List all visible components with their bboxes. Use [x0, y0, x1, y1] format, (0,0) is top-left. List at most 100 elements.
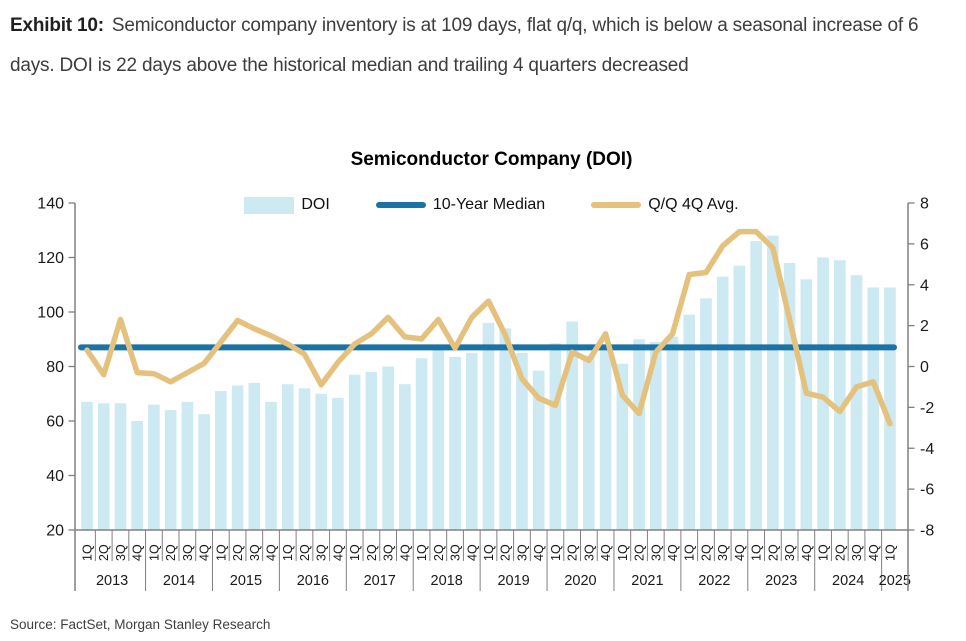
year-label: 2022: [698, 573, 730, 589]
doi-bar: [884, 287, 896, 530]
quarter-label: 2Q: [633, 544, 647, 561]
quarter-label: 2Q: [766, 544, 780, 561]
quarter-label: 4Q: [800, 544, 814, 561]
left-axis-tick-label: 80: [46, 359, 64, 376]
right-axis-tick-label: -2: [920, 400, 934, 417]
quarter-label: 1Q: [348, 544, 362, 561]
quarter-label: 1Q: [81, 544, 95, 561]
quarter-label: 1Q: [616, 544, 630, 561]
year-label: 2021: [631, 573, 663, 589]
qq-avg-line-swatch-icon: [591, 202, 642, 208]
year-label: 2017: [364, 573, 396, 589]
quarter-label: 3Q: [716, 544, 730, 561]
quarter-label: 3Q: [382, 544, 396, 561]
left-axis-tick-label: 120: [37, 250, 64, 267]
doi-bar: [599, 350, 612, 530]
quarter-label: 4Q: [532, 544, 546, 561]
doi-bar: [716, 276, 729, 530]
quarter-label: 3Q: [582, 544, 596, 561]
left-axis-tick-label: 40: [46, 468, 64, 485]
quarter-label: 3Q: [449, 544, 463, 561]
doi-bar: [850, 275, 863, 530]
doi-bar: [800, 279, 813, 530]
doi-bar: [298, 388, 311, 530]
left-axis-tick-label: 140: [37, 196, 64, 213]
doi-bar: [131, 421, 143, 530]
quarter-label: 4Q: [465, 544, 479, 561]
right-axis-tick-label: 6: [920, 236, 929, 253]
qq-avg-line: [84, 228, 893, 427]
quarter-label: 4Q: [131, 544, 145, 561]
doi-bar: [231, 385, 244, 530]
doi-bar: [114, 403, 127, 530]
doi-bar: [649, 341, 662, 530]
doi-bar: [549, 343, 562, 530]
doi-bar: [265, 401, 277, 530]
left-axis-tick-label: 20: [46, 523, 64, 540]
doi-bar: [415, 358, 428, 530]
doi-bar: [499, 328, 512, 530]
doi-bar: [449, 356, 461, 530]
doi-bar: [767, 235, 779, 530]
doi-bar: [465, 352, 478, 530]
doi-bar: [148, 404, 160, 530]
chart-title: Semiconductor Company (DOI): [350, 149, 633, 170]
quarter-label: 2Q: [231, 544, 245, 561]
doi-bar: [733, 265, 746, 530]
quarter-label: 2Q: [499, 544, 513, 561]
quarter-label: 1Q: [549, 544, 563, 561]
doi-bar: [834, 260, 846, 530]
quarter-label: 3Q: [850, 544, 864, 561]
quarter-label: 4Q: [331, 544, 345, 561]
doi-bar: [332, 397, 344, 530]
right-axis-tick-label: 0: [920, 359, 929, 376]
doi-bar: [365, 371, 378, 530]
quarter-label: 1Q: [482, 544, 496, 561]
doi-bar: [198, 414, 210, 530]
quarter-label: 3Q: [783, 544, 797, 561]
year-label: 2024: [832, 573, 864, 589]
right-axis-tick-label: -6: [920, 482, 934, 499]
doi-bar: [181, 401, 194, 530]
doi-bar: [81, 401, 93, 530]
doi-bar: [164, 410, 177, 530]
median-line-swatch-icon: [375, 202, 426, 208]
year-label: 2025: [879, 573, 911, 589]
right-axis-tick-label: 4: [920, 277, 929, 294]
doi-bar: [399, 384, 411, 530]
doi-bar: [683, 314, 696, 530]
year-label: 2018: [431, 573, 463, 589]
year-label: 2016: [297, 573, 329, 589]
year-label: 2014: [163, 573, 195, 589]
right-axis-tick-label: 2: [920, 318, 929, 335]
quarter-label: 1Q: [750, 544, 764, 561]
quarter-label: 1Q: [147, 544, 161, 561]
year-label: 2015: [230, 573, 262, 589]
doi-bar: [616, 363, 629, 530]
quarter-label: 3Q: [114, 544, 128, 561]
doi-bar: [516, 352, 528, 530]
year-label: 2013: [96, 573, 128, 589]
doi-bar-swatch-icon: [244, 196, 295, 214]
quarter-label: 1Q: [281, 544, 295, 561]
quarter-label: 1Q: [683, 544, 697, 561]
quarter-label: 4Q: [265, 544, 279, 561]
quarter-label: 2Q: [164, 544, 178, 561]
quarter-label: 1Q: [214, 544, 228, 561]
legend-label-median: 10-Year Median: [432, 196, 546, 213]
quarter-label: 4Q: [599, 544, 613, 561]
quarter-label: 2Q: [97, 544, 111, 561]
quarter-label: 2Q: [432, 544, 446, 561]
legend-item-doi: DOI: [244, 196, 330, 214]
quarter-label: 1Q: [883, 544, 897, 561]
doi-bar: [97, 403, 110, 530]
quarter-label: 3Q: [649, 544, 663, 561]
year-label: 2023: [765, 573, 797, 589]
quarter-label: 3Q: [515, 544, 529, 561]
doi-bar: [315, 393, 328, 530]
right-axis-tick-label: -4: [920, 441, 934, 458]
exhibit-description: Semiconductor company inventory is at 10…: [10, 15, 919, 76]
source-note: Source: FactSet, Morgan Stanley Research: [10, 617, 271, 632]
quarter-label: 3Q: [248, 544, 262, 561]
quarter-label: 2Q: [833, 544, 847, 561]
